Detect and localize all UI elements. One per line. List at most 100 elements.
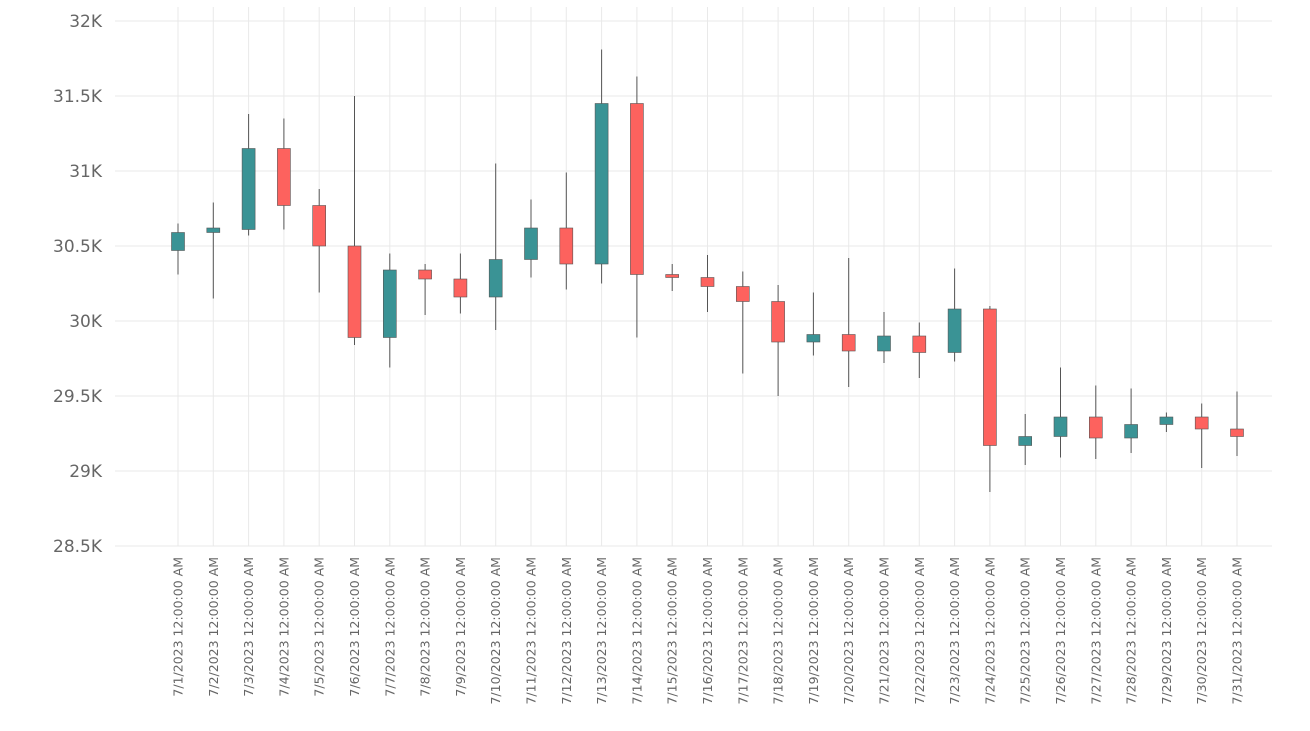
candle-body-up [1018,436,1033,446]
candle-body-up [947,308,962,353]
candle-body-up [524,227,538,260]
candle-body-up [382,269,397,338]
x-tick-label: 7/22/2023 12:00:00 AM [912,557,927,705]
x-tick-label: 7/19/2023 12:00:00 AM [806,557,821,705]
x-tick-label: 7/26/2023 12:00:00 AM [1053,557,1068,705]
x-tick-label: 7/7/2023 12:00:00 AM [382,557,397,697]
candle [1124,388,1138,453]
y-tick-label: 30.5K [53,237,103,257]
candle-body-up [1053,416,1068,437]
x-tick-label: 7/15/2023 12:00:00 AM [665,557,680,705]
y-axis-tick-labels: 32K 31.5K 31K 30.5K 30K 29.5K 29K 28.5K [53,12,103,557]
x-tick-label: 7/31/2023 12:00:00 AM [1230,557,1245,705]
candle-body-down [841,334,856,352]
candle [665,264,680,291]
candle-body-down [1194,416,1209,430]
x-tick-label: 7/30/2023 12:00:00 AM [1194,557,1209,705]
x-tick-label: 7/5/2023 12:00:00 AM [312,557,327,697]
x-tick-label: 7/10/2023 12:00:00 AM [488,557,503,705]
x-tick-label: 7/27/2023 12:00:00 AM [1088,557,1103,705]
x-tick-label: 7/12/2023 12:00:00 AM [559,557,574,705]
candle [983,306,997,492]
candle [559,172,574,290]
candle [241,114,256,236]
candle [1089,385,1103,459]
x-tick-label: 7/29/2023 12:00:00 AM [1159,557,1174,705]
candle-body-up [1159,416,1174,425]
y-tick-label: 30K [69,312,103,332]
candle-body-down [983,308,997,446]
x-tick-label: 7/13/2023 12:00:00 AM [594,557,609,705]
candle [347,96,362,345]
y-gridlines [115,7,1272,547]
x-tick-label: 7/17/2023 12:00:00 AM [735,557,750,705]
candle [630,76,644,338]
candle-body-down [453,278,468,298]
candle [206,202,221,299]
candle [171,223,185,275]
x-tick-label: 7/4/2023 12:00:00 AM [276,557,291,697]
candle [594,49,609,284]
candle [771,285,785,396]
x-tick-label: 7/28/2023 12:00:00 AM [1124,557,1139,705]
candle [877,312,891,363]
candle [1018,414,1033,465]
y-tick-label: 29.5K [53,387,103,407]
candle-body-down [630,103,644,275]
x-tick-label: 7/11/2023 12:00:00 AM [524,557,539,705]
candle-body-up [241,148,256,230]
y-tick-label: 28.5K [53,537,103,557]
y-tick-label: 31K [69,162,103,182]
x-tick-label: 7/23/2023 12:00:00 AM [947,557,962,705]
candle [453,253,468,314]
x-tick-label: 7/16/2023 12:00:00 AM [700,557,715,705]
candle-body-down [418,269,432,280]
candle-body-down [771,301,785,343]
candle-body-up [594,103,609,265]
candle [1230,391,1244,456]
candle-body-down [700,277,715,287]
x-tick-label: 7/3/2023 12:00:00 AM [241,557,256,697]
candle [277,118,291,230]
candle [418,264,432,315]
candle-body-down [912,335,927,353]
x-tick-label: 7/21/2023 12:00:00 AM [877,557,892,705]
candle [912,322,927,378]
x-tick-label: 7/2/2023 12:00:00 AM [206,557,221,697]
x-tick-label: 7/20/2023 12:00:00 AM [841,557,856,705]
candle [382,253,397,368]
candle-body-down [665,274,680,278]
x-tick-label: 7/8/2023 12:00:00 AM [418,557,433,697]
y-tick-label: 32K [69,12,103,32]
x-tick-label: 7/1/2023 12:00:00 AM [171,557,186,697]
candles [171,49,1244,492]
x-tick-label: 7/24/2023 12:00:00 AM [982,557,997,705]
candle-body-down [1230,428,1244,437]
candle [700,255,715,312]
candle [1194,403,1209,468]
candle [524,199,538,278]
candle [488,163,503,330]
y-tick-label: 31.5K [53,87,103,107]
candle-body-down [735,286,750,302]
x-tick-label: 7/18/2023 12:00:00 AM [771,557,786,705]
candle-body-up [877,335,891,352]
candle [806,292,821,356]
y-tick-label: 29K [69,462,103,482]
candle [947,268,962,362]
candle [1053,367,1068,458]
candle-body-down [277,148,291,206]
candle [312,189,327,293]
candle [1159,412,1174,432]
x-axis-tick-labels: 7/1/2023 12:00:00 AM 7/2/2023 12:00:00 AM… [171,557,1245,705]
candle [735,271,750,374]
candle-body-down [312,205,327,247]
candle-body-up [488,259,503,298]
candle-body-down [1089,416,1103,439]
x-tick-label: 7/9/2023 12:00:00 AM [453,557,468,697]
candle [841,258,856,387]
x-tick-label: 7/6/2023 12:00:00 AM [347,557,362,697]
candle-body-down [559,227,574,265]
x-tick-label: 7/14/2023 12:00:00 AM [629,557,644,705]
